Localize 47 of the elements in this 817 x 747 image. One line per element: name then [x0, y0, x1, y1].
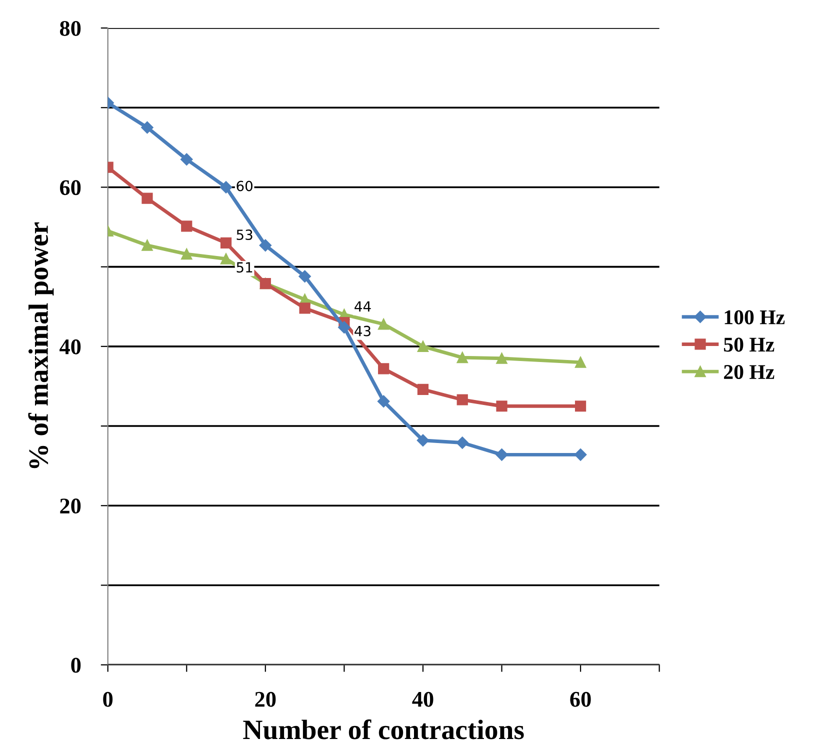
point [417, 340, 429, 352]
point [259, 239, 272, 252]
point [181, 220, 192, 232]
point [299, 302, 310, 314]
point [496, 400, 508, 412]
point [456, 394, 468, 406]
x-tick-label: 40 [412, 692, 434, 707]
point [496, 352, 508, 364]
point [378, 318, 390, 330]
point [417, 384, 429, 395]
point [496, 448, 508, 461]
point [220, 237, 232, 248]
y-tick-label: 80 [60, 20, 81, 36]
legend-label: 20 Hz [724, 364, 774, 380]
point [338, 321, 350, 334]
point [142, 192, 153, 204]
x-tick-label: 60 [570, 692, 591, 707]
legend-label: 50 Hz [724, 338, 774, 352]
y-axis-title: % of maximal power [28, 222, 54, 468]
point [220, 181, 232, 194]
data-label: 44 [354, 301, 371, 312]
point [378, 363, 390, 374]
x-axis-title: Number of contractions [243, 719, 524, 740]
point [416, 434, 430, 446]
point [574, 400, 586, 412]
point [377, 395, 390, 408]
point [220, 253, 232, 264]
data-label: 51 [236, 262, 252, 273]
y-tick-label: 20 [60, 498, 81, 514]
point [142, 240, 153, 251]
data-label: 53 [236, 230, 252, 240]
y-tick-label: 60 [60, 180, 81, 196]
point [180, 153, 193, 166]
x-tick-label: 20 [255, 692, 276, 707]
data-label: 60 [236, 180, 252, 192]
point [574, 356, 586, 368]
point [456, 436, 468, 449]
legend-label: 100 Hz [724, 310, 785, 324]
y-tick-label: 40 [60, 339, 81, 354]
point [298, 270, 311, 282]
data-label: 43 [354, 326, 370, 336]
point [141, 121, 154, 134]
point [574, 448, 587, 461]
y-tick-label: 0 [71, 658, 81, 673]
x-tick-label: 0 [103, 692, 113, 707]
point [456, 352, 468, 364]
point [181, 248, 192, 260]
